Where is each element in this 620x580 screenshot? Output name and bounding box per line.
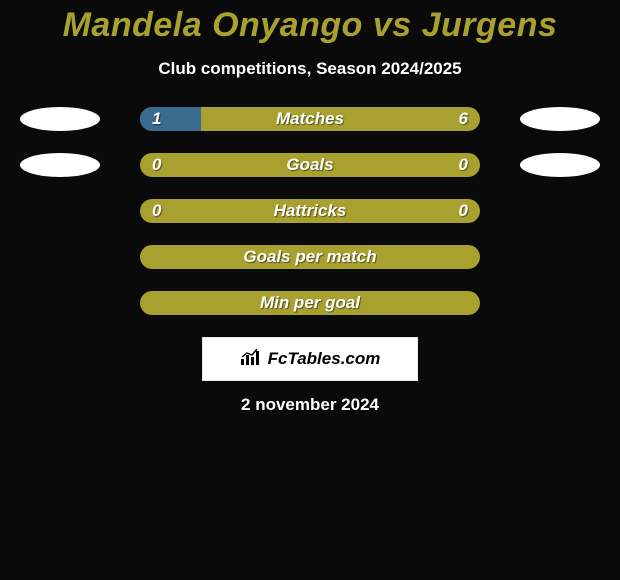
date-text: 2 november 2024 [0, 395, 620, 415]
stat-bar-track: Hattricks0 0 [140, 199, 480, 223]
stat-bar-track: Goals per match [140, 245, 480, 269]
brand-box: FcTables.com [202, 337, 418, 381]
stat-value-left: 0 [152, 153, 161, 177]
stat-value-right: 0 [459, 199, 468, 223]
stat-label: Min per goal [140, 291, 480, 315]
player-badge-left [20, 153, 100, 177]
brand-text: FcTables.com [268, 349, 381, 369]
stat-value-right: 6 [459, 107, 468, 131]
stat-row: Goals0 0 [0, 153, 620, 177]
stat-label: Goals [140, 153, 480, 177]
player-badge-right [520, 107, 600, 131]
stat-row: Hattricks0 0 [0, 199, 620, 223]
stat-row: Matches1 6 [0, 107, 620, 131]
bar-chart-icon [240, 348, 262, 371]
stat-label: Hattricks [140, 199, 480, 223]
stat-row: Goals per match [0, 245, 620, 269]
stat-label: Matches [140, 107, 480, 131]
stat-value-right: 0 [459, 153, 468, 177]
player-badge-left [20, 107, 100, 131]
stat-value-left: 0 [152, 199, 161, 223]
stat-bar-track: Min per goal [140, 291, 480, 315]
stat-row: Min per goal [0, 291, 620, 315]
page-title: Mandela Onyango vs Jurgens [0, 0, 620, 45]
stat-bar-track: Matches1 6 [140, 107, 480, 131]
stat-label: Goals per match [140, 245, 480, 269]
stat-rows: Matches16Goals00Hattricks00Goals per mat… [0, 107, 620, 315]
player-badge-right [520, 153, 600, 177]
subtitle: Club competitions, Season 2024/2025 [0, 59, 620, 79]
stat-bar-track: Goals0 0 [140, 153, 480, 177]
comparison-graphic: Mandela Onyango vs Jurgens Club competit… [0, 0, 620, 580]
stat-value-left: 1 [152, 107, 161, 131]
